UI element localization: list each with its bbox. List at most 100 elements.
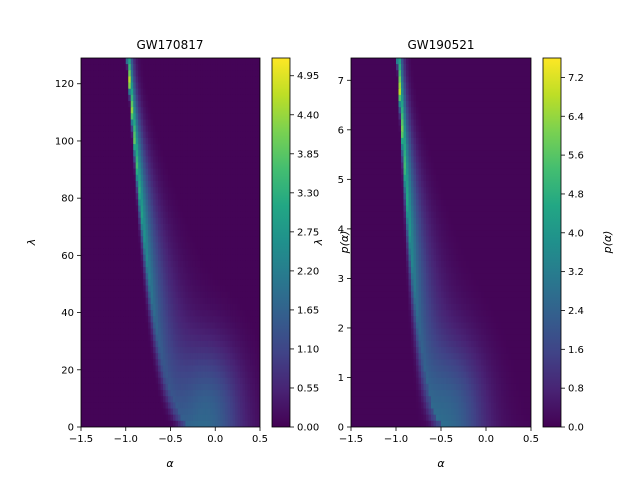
- heatmap-cell: [202, 383, 206, 391]
- heatmap-cell: [478, 82, 482, 90]
- heatmap-cell: [185, 304, 189, 311]
- heatmap-cell: [143, 150, 147, 157]
- heatmap-cell: [207, 353, 211, 360]
- heatmap-cell: [155, 205, 159, 213]
- heatmap-cell: [217, 242, 221, 250]
- heatmap-cell: [192, 193, 196, 201]
- heatmap-cell: [195, 58, 199, 65]
- heatmap-cell: [140, 144, 144, 151]
- heatmap-cell: [516, 101, 520, 108]
- heatmap-cell: [242, 94, 246, 102]
- heatmap-cell: [120, 230, 124, 237]
- heatmap-cell: [180, 310, 184, 317]
- heatmap-cell: [240, 205, 244, 213]
- heatmap-cell: [170, 82, 174, 90]
- heatmap-cell: [130, 322, 134, 330]
- heatmap-cell: [182, 328, 187, 336]
- heatmap-cell: [81, 310, 85, 317]
- heatmap-cell: [225, 107, 229, 114]
- heatmap-cell: [396, 64, 400, 71]
- heatmap-cell: [98, 205, 102, 213]
- heatmap-cell: [113, 297, 117, 305]
- heatmap-cell: [105, 70, 109, 78]
- heatmap-cell: [115, 242, 119, 250]
- heatmap-cell: [155, 359, 159, 367]
- heatmap-cell: [160, 383, 164, 391]
- heatmap-cell: [175, 137, 179, 145]
- heatmap-cell: [93, 150, 97, 157]
- heatmap-cell: [155, 88, 159, 96]
- heatmap-cell: [180, 137, 184, 145]
- heatmap-cell: [180, 316, 184, 324]
- heatmap-cell: [401, 107, 405, 114]
- heatmap-cell: [376, 101, 380, 108]
- heatmap-cell: [247, 248, 251, 256]
- heatmap-cell: [205, 101, 209, 108]
- heatmap-cell: [128, 273, 132, 280]
- heatmap-cell: [125, 396, 129, 403]
- heatmap-cell: [351, 76, 355, 84]
- heatmap-cell: [103, 248, 107, 256]
- heatmap-cell: [95, 359, 100, 367]
- heatmap-cell: [222, 64, 226, 71]
- heatmap-cell: [140, 82, 144, 90]
- heatmap-cell: [257, 58, 260, 65]
- heatmap-cell: [212, 402, 216, 410]
- heatmap-cell: [250, 377, 254, 385]
- heatmap-cell: [212, 217, 216, 225]
- heatmap-cell: [225, 347, 229, 354]
- heatmap-cell: [252, 181, 256, 188]
- heatmap-cell: [172, 101, 177, 108]
- heatmap-cell: [118, 304, 122, 311]
- heatmap-cell: [123, 260, 127, 268]
- heatmap-cell: [247, 285, 251, 293]
- heatmap-cell: [235, 224, 239, 231]
- heatmap-cell: [215, 82, 219, 90]
- heatmap-cell: [172, 156, 177, 164]
- heatmap-cell: [100, 316, 104, 324]
- heatmap-cell: [433, 94, 437, 102]
- heatmap-cell: [123, 187, 127, 194]
- heatmap-cell: [426, 88, 430, 96]
- x-tick-label: 0.5: [252, 434, 268, 445]
- heatmap-cell: [108, 107, 112, 114]
- heatmap-cell: [202, 402, 206, 410]
- heatmap-cell: [446, 101, 450, 108]
- heatmap-cell: [257, 260, 260, 268]
- heatmap-cell: [448, 58, 452, 65]
- heatmap-cell: [225, 420, 229, 427]
- heatmap-cell: [448, 64, 452, 71]
- heatmap-cell: [113, 187, 117, 194]
- heatmap-cell: [436, 101, 440, 108]
- heatmap-cell: [81, 174, 85, 182]
- heatmap-cell: [148, 168, 152, 176]
- heatmap-cell: [225, 162, 229, 170]
- heatmap-cell: [195, 94, 199, 102]
- heatmap-cell: [212, 199, 216, 207]
- heatmap-cell: [245, 144, 249, 151]
- heatmap-cell: [165, 310, 169, 317]
- heatmap-cell: [252, 291, 256, 299]
- heatmap-cell: [93, 168, 97, 176]
- heatmap-cell: [100, 107, 104, 114]
- heatmap-cell: [108, 254, 112, 262]
- heatmap-cell: [83, 82, 87, 90]
- heatmap-cell: [195, 187, 199, 194]
- heatmap-cell: [118, 377, 122, 385]
- heatmap-cell: [443, 70, 447, 78]
- heatmap-cell: [120, 316, 124, 324]
- heatmap-cell: [128, 187, 132, 194]
- heatmap-cell: [245, 310, 249, 317]
- heatmap-cell: [230, 144, 234, 151]
- heatmap-cell: [227, 279, 231, 287]
- heatmap-cell: [150, 70, 154, 78]
- heatmap-cell: [187, 101, 191, 108]
- heatmap-cell: [123, 291, 127, 299]
- heatmap-cell: [88, 236, 92, 244]
- heatmap-cell: [217, 328, 221, 336]
- heatmap-cell: [187, 279, 191, 287]
- heatmap-cell: [143, 187, 147, 194]
- heatmap-cell: [155, 236, 159, 244]
- heatmap-cell: [108, 193, 112, 201]
- heatmap-cell: [182, 334, 187, 342]
